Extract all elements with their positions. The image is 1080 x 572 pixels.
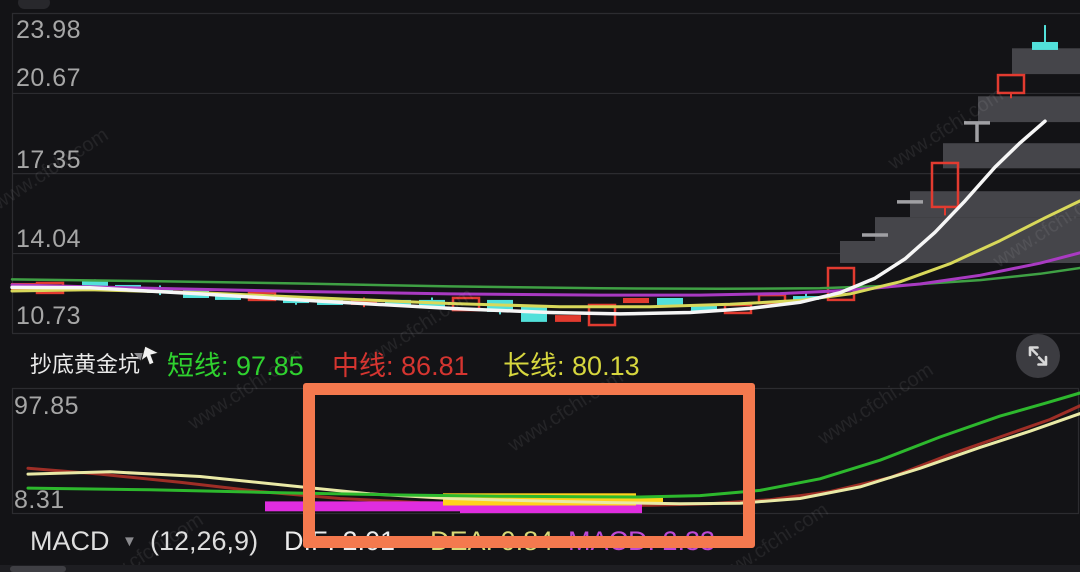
metric-value: 86.81	[401, 351, 469, 381]
metric-label: 中线:	[332, 351, 394, 381]
price-axis-label: 14.04	[16, 225, 82, 253]
highlight-annotation-box	[303, 383, 755, 548]
price-axis-label: 17.35	[16, 146, 82, 174]
macd-indicator-selector[interactable]: MACD	[30, 526, 110, 556]
indicator-metric-long: 长线: 80.13	[503, 344, 640, 383]
scroll-handle[interactable]	[10, 566, 66, 572]
metric-label: 短线:	[167, 351, 229, 381]
metric-value: 80.13	[572, 351, 640, 381]
expand-button[interactable]	[1016, 334, 1060, 378]
indicator-selector[interactable]: 抄底黄金坑	[30, 352, 141, 377]
bottom-edge-strip	[0, 565, 1080, 572]
cursor-icon	[134, 345, 161, 366]
price-axis-label: 23.98	[16, 16, 82, 44]
chevron-down-icon[interactable]: ▼	[122, 533, 137, 550]
price-axis-label: 10.73	[16, 302, 82, 330]
metric-value: 97.85	[236, 351, 304, 381]
indicator-metric-short: 短线: 97.85	[167, 344, 304, 383]
price-axis-label: 20.67	[16, 64, 82, 92]
macd-params: (12,26,9)	[150, 526, 259, 556]
metric-label: 长线:	[503, 351, 565, 381]
indicator-metric-mid: 中线: 86.81	[332, 344, 469, 383]
indicator-axis-bottom: 8.31	[14, 486, 65, 514]
indicator-axis-top: 97.85	[14, 392, 80, 420]
expand-arrows-icon	[1028, 346, 1048, 366]
corner-overlay-remnant	[18, 0, 50, 9]
